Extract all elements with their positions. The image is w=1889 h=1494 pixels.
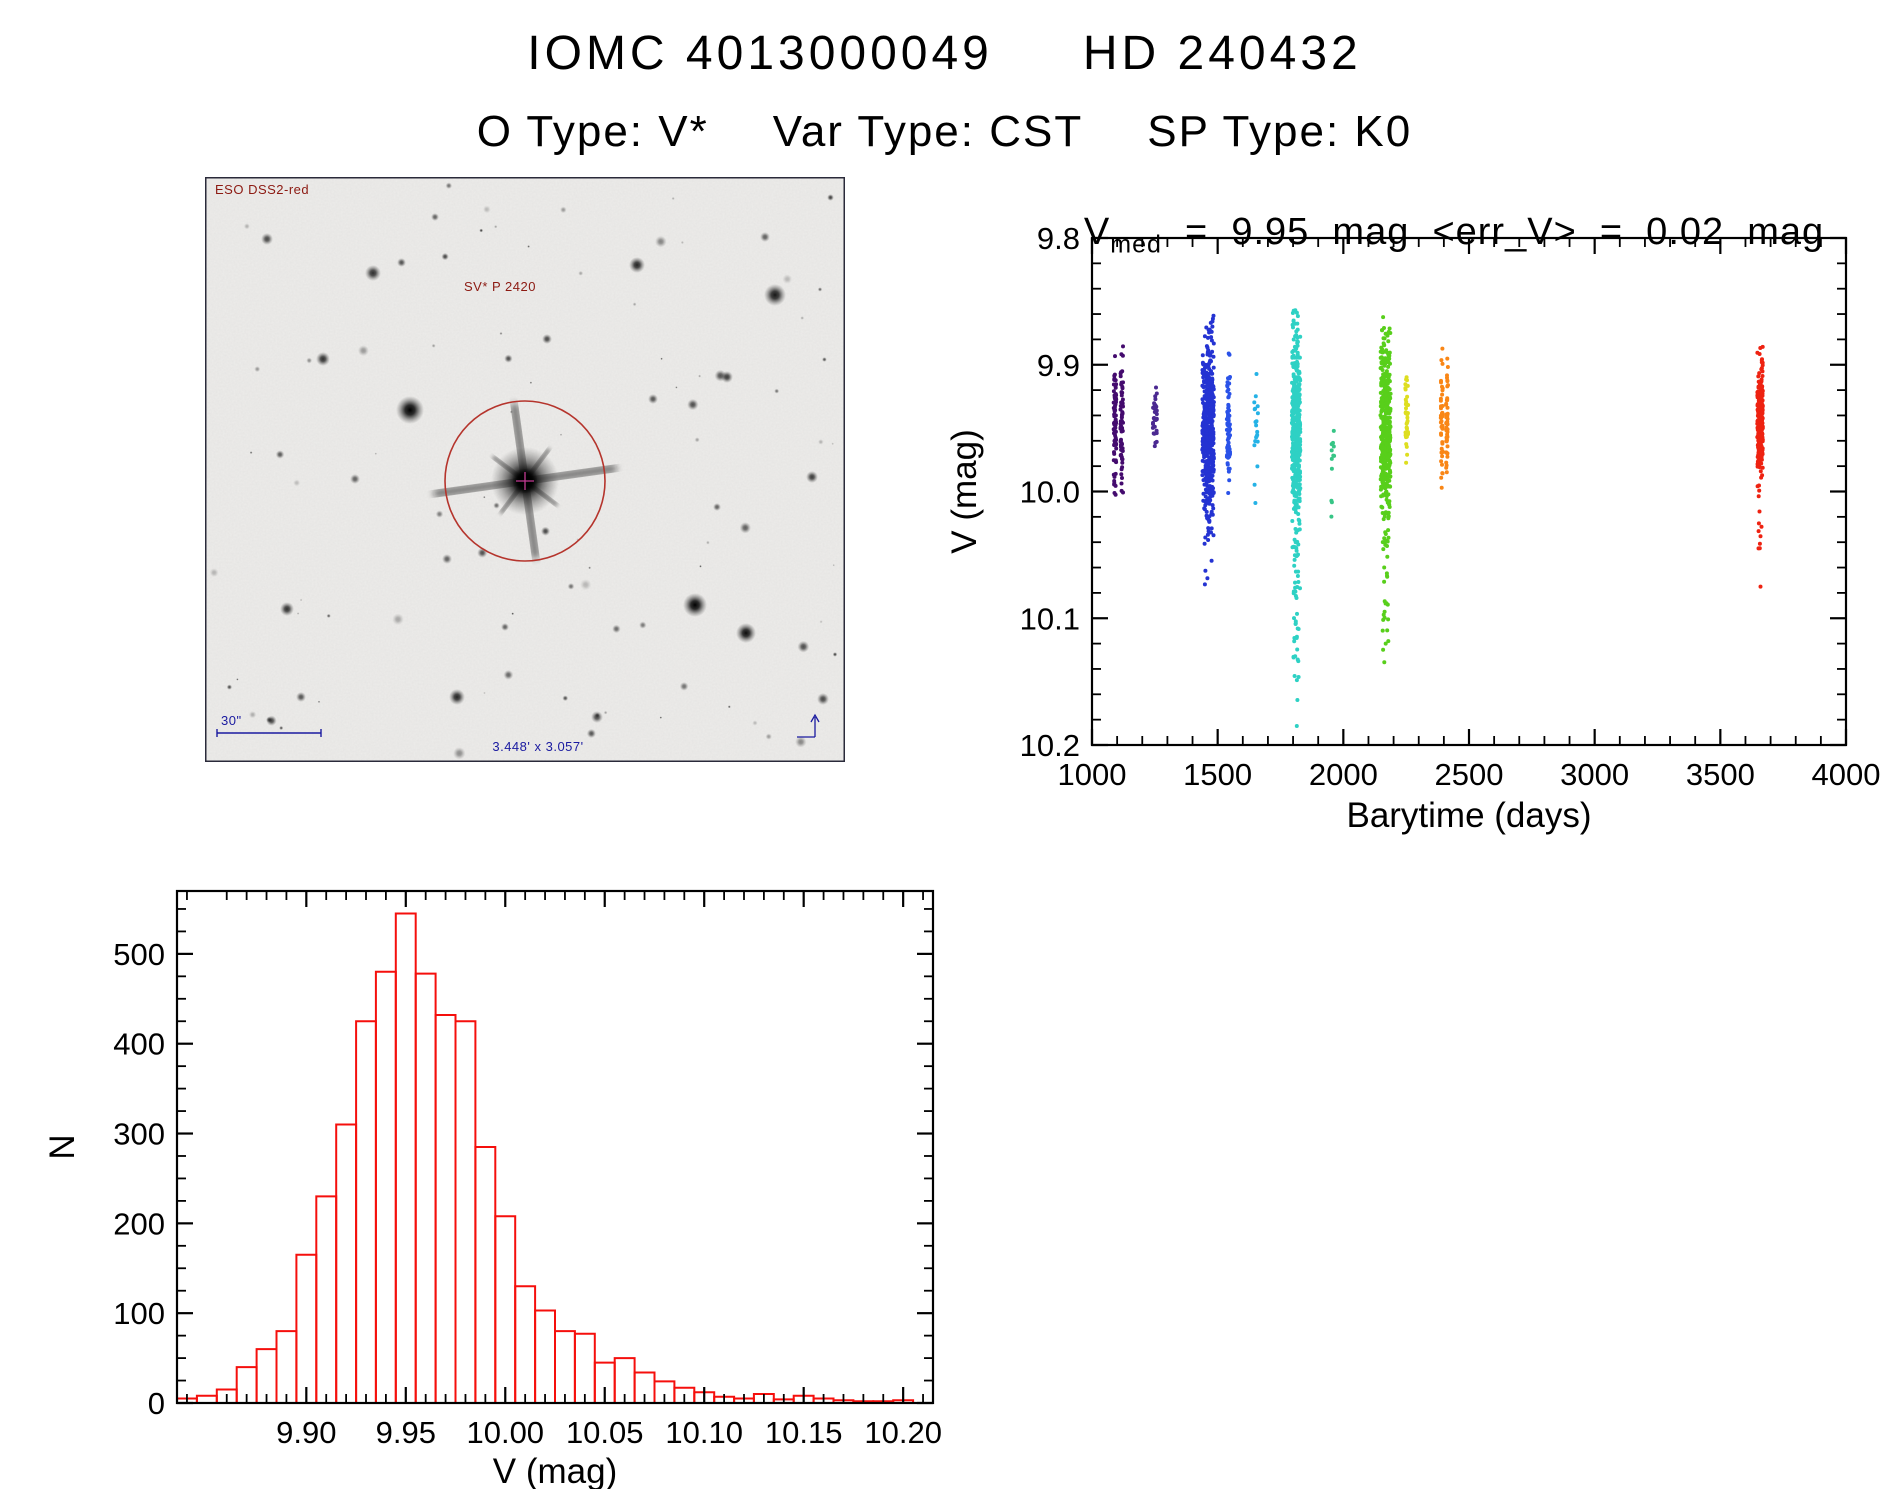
y-tick-label: 9.9 [1037,348,1080,383]
x-axis-label: Barytime (days) [1346,796,1591,835]
vmed-subscript: med [1110,230,1162,259]
x-tick-label: 3500 [1686,757,1755,792]
x-tick-label: 1000 [1058,757,1127,792]
epoch-03 [1200,313,1216,587]
x-tick-label: 3000 [1560,757,1629,792]
x-tick-label: 10.05 [566,1415,644,1450]
y-axis-label: N [43,1134,82,1159]
lightcurve-title: Vmed = 9.95 mag <err_V> = 0.02 mag [1020,168,1865,260]
epoch-11 [1755,344,1765,589]
epoch-01 [1111,344,1125,497]
title-hd-id: HD 240432 [1082,27,1362,80]
histogram-bars [176,912,915,1403]
epoch-10 [1438,346,1450,490]
x-tick-label: 4000 [1812,757,1880,792]
var-type-label: Var Type: CST [772,107,1084,156]
y-tick-label: 0 [148,1386,165,1421]
finder-chart: ESO DSS2-red SV* P 2420 30" 3.448' x 3.0… [205,177,845,762]
compass-icon [797,713,820,738]
axes: 1000 1500 2000 2500 3000 3500 4000 9.8 9.9 10.0 10… [1020,221,1880,792]
y-tick-label: 10.1 [1020,601,1080,636]
sp-type-label: SP Type: K0 [1147,107,1413,156]
dss-image: ESO DSS2-red SV* P 2420 30" 3.448' x 3.0… [205,177,845,762]
x-tick-label: 1500 [1183,757,1252,792]
epoch-08 [1378,315,1393,665]
epoch-04 [1224,351,1233,495]
object-type-label: O Type: V* [476,107,709,156]
x-tick-label: 9.90 [276,1415,336,1450]
x-tick-label: 10.10 [665,1415,743,1450]
survey-label: ESO DSS2-red [215,182,309,197]
image-frame [205,177,845,762]
scale-label: 30" [221,713,242,728]
lightcurve-plot: 1000 1500 2000 2500 3000 3500 4000 9.8 9.9 10.0 10… [930,165,1880,855]
axes: 9.90 9.95 10.00 10.05 10.10 10.15 10.20 0 100 200… [113,889,942,1450]
vmed-symbol: V [1083,211,1111,253]
y-tick-label: 9.8 [1037,221,1080,256]
title-iomc-id: IOMC 4013000049 [527,27,993,80]
epoch-07 [1329,428,1337,519]
y-tick-label: 10.0 [1020,475,1080,510]
page-title: IOMC 4013000049 HD 240432 [0,26,1889,81]
vmed-value-text: = 9.95 mag <err_V> = 0.02 mag [1161,211,1825,253]
fov-size-label: 3.448' x 3.057' [492,739,583,754]
epoch-05 [1252,372,1260,505]
x-tick-label: 2500 [1435,757,1504,792]
y-tick-label: 500 [113,937,165,972]
epoch-06 [1289,308,1303,728]
epoch-02 [1150,385,1159,449]
y-tick-label: 400 [113,1027,165,1062]
x-tick-label: 10.15 [765,1415,843,1450]
epoch-09 [1403,375,1411,465]
target-center-marker-icon [516,472,534,490]
y-tick-label: 10.2 [1020,728,1080,763]
y-tick-label: 100 [113,1296,165,1331]
x-axis-label: V (mag) [493,1452,617,1489]
data-points [1111,308,1765,728]
y-tick-label: 300 [113,1117,165,1152]
header: IOMC 4013000049 HD 240432 O Type: V* Var… [0,26,1889,157]
target-aperture-circle [444,400,606,562]
scale-bar [216,729,322,737]
y-axis-label: V (mag) [945,429,984,553]
star-field [209,182,838,760]
star-name-label: SV* P 2420 [464,279,536,294]
x-tick-label: 10.00 [466,1415,544,1450]
x-tick-label: 9.95 [376,1415,436,1450]
histogram-plot: 9.90 9.95 10.00 10.05 10.10 10.15 10.20 0 100 200… [40,845,960,1489]
x-tick-label: 2000 [1309,757,1378,792]
y-tick-label: 200 [113,1206,165,1241]
x-tick-label: 10.20 [864,1415,942,1450]
page-subtitle: O Type: V* Var Type: CST SP Type: K0 [0,107,1889,157]
histogram-canvas: 9.90 9.95 10.00 10.05 10.10 10.15 10.20 0 100 200… [43,889,942,1489]
lightcurve-canvas: 1000 1500 2000 2500 3000 3500 4000 9.8 9.9 10.0 10… [945,221,1880,835]
